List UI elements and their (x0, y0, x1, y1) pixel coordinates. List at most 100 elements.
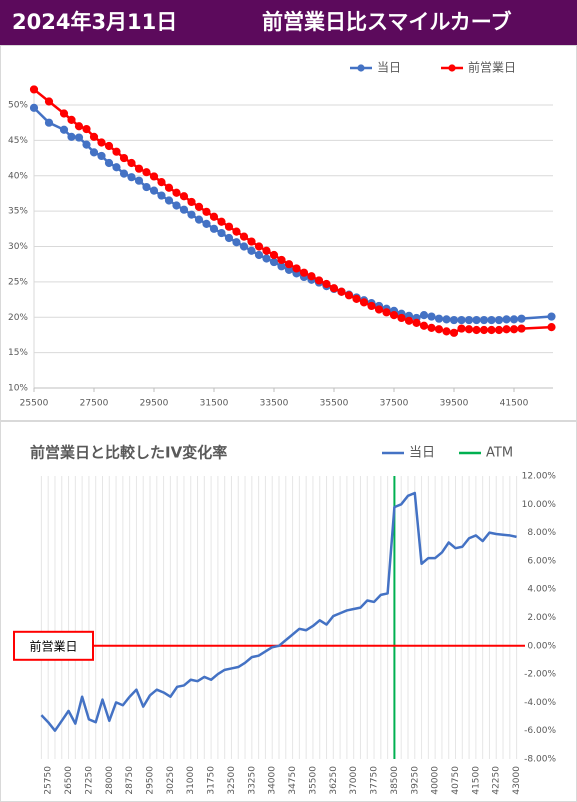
marker (127, 173, 136, 182)
x-tick-label: 39250 (410, 766, 420, 795)
x-tick-label: 40000 (431, 766, 441, 795)
marker (547, 323, 556, 332)
marker (149, 172, 159, 181)
x-tick-label: 43000 (512, 766, 522, 795)
y-tick-label: 40% (8, 171, 28, 181)
panel (0, 421, 577, 802)
marker (134, 164, 144, 173)
legend-label: ATM (486, 446, 513, 461)
marker (239, 232, 249, 241)
y-tick-label: 25% (8, 277, 28, 287)
marker (464, 315, 474, 325)
marker (82, 124, 91, 134)
marker (517, 314, 526, 323)
marker (434, 325, 444, 334)
panel (0, 45, 577, 421)
x-tick-label: 26500 (64, 766, 74, 795)
marker (367, 301, 376, 311)
x-tick-label: 36250 (329, 766, 339, 795)
legend-marker (448, 64, 456, 72)
marker (269, 257, 279, 267)
marker (89, 148, 99, 157)
x-tick-label: 39500 (440, 399, 469, 409)
marker (59, 125, 69, 134)
marker (502, 315, 511, 324)
marker (134, 176, 144, 185)
marker (247, 237, 256, 246)
x-tick-label: 25750 (44, 766, 54, 795)
x-tick-label: 29500 (146, 766, 156, 795)
y-tick-label: 10% (8, 384, 28, 394)
marker (224, 233, 234, 243)
x-tick-label: 27500 (80, 399, 109, 409)
x-tick-label: 38500 (390, 766, 400, 795)
marker (502, 325, 511, 334)
marker (509, 325, 519, 334)
marker (67, 132, 76, 141)
marker (194, 215, 204, 224)
y-tick-label: 6.00% (527, 556, 556, 566)
header-title: 前営業日比スマイルカーブ (262, 10, 511, 34)
y-tick-label: -6.00% (524, 726, 556, 736)
y-tick-label: 10.00% (522, 500, 557, 510)
y-tick-label: 50% (8, 101, 28, 111)
x-tick-label: 31500 (200, 399, 229, 409)
marker (472, 315, 481, 325)
x-tick-label: 34000 (268, 766, 278, 795)
x-tick-label: 29500 (140, 399, 169, 409)
marker (277, 255, 286, 265)
x-tick-label: 31000 (186, 766, 196, 795)
marker (269, 250, 279, 260)
marker (187, 210, 196, 219)
y-tick-label: -8.00% (524, 755, 556, 765)
marker (442, 327, 451, 336)
marker (217, 228, 226, 238)
marker (157, 178, 166, 187)
marker (479, 325, 489, 335)
y-tick-label: -4.00% (524, 698, 556, 708)
marker (194, 202, 204, 211)
marker (127, 158, 136, 168)
marker (262, 254, 271, 263)
marker (97, 138, 106, 147)
marker (299, 268, 309, 277)
marker (479, 315, 489, 325)
marker (427, 323, 436, 332)
y-tick-label: 12.00% (522, 472, 557, 482)
marker (494, 315, 504, 325)
y-tick-label: 4.00% (527, 585, 556, 595)
marker (142, 182, 151, 192)
marker (487, 315, 496, 325)
y-tick-label: 2.00% (527, 613, 556, 623)
marker (419, 321, 429, 330)
marker (112, 147, 121, 156)
y-tick-label: 45% (8, 136, 28, 146)
marker (509, 315, 519, 324)
x-tick-label: 37500 (380, 399, 409, 409)
marker (292, 264, 301, 273)
marker (494, 325, 504, 335)
marker (449, 315, 459, 325)
x-tick-label: 31750 (207, 766, 217, 795)
marker (202, 207, 211, 216)
x-tick-label: 28750 (125, 766, 135, 795)
x-tick-label: 41500 (471, 766, 481, 795)
marker (374, 305, 384, 314)
marker (232, 227, 241, 236)
marker (209, 212, 219, 221)
marker (322, 279, 331, 289)
marker (464, 325, 474, 334)
marker (209, 224, 219, 233)
marker (112, 163, 121, 172)
marker (239, 242, 249, 251)
marker (254, 242, 264, 251)
marker (119, 169, 129, 178)
x-tick-label: 33500 (260, 399, 289, 409)
y-tick-label: 35% (8, 207, 28, 217)
marker (224, 222, 234, 231)
x-tick-label: 35500 (320, 399, 349, 409)
x-tick-label: 28000 (105, 766, 115, 795)
marker (74, 122, 84, 131)
marker (284, 260, 294, 269)
